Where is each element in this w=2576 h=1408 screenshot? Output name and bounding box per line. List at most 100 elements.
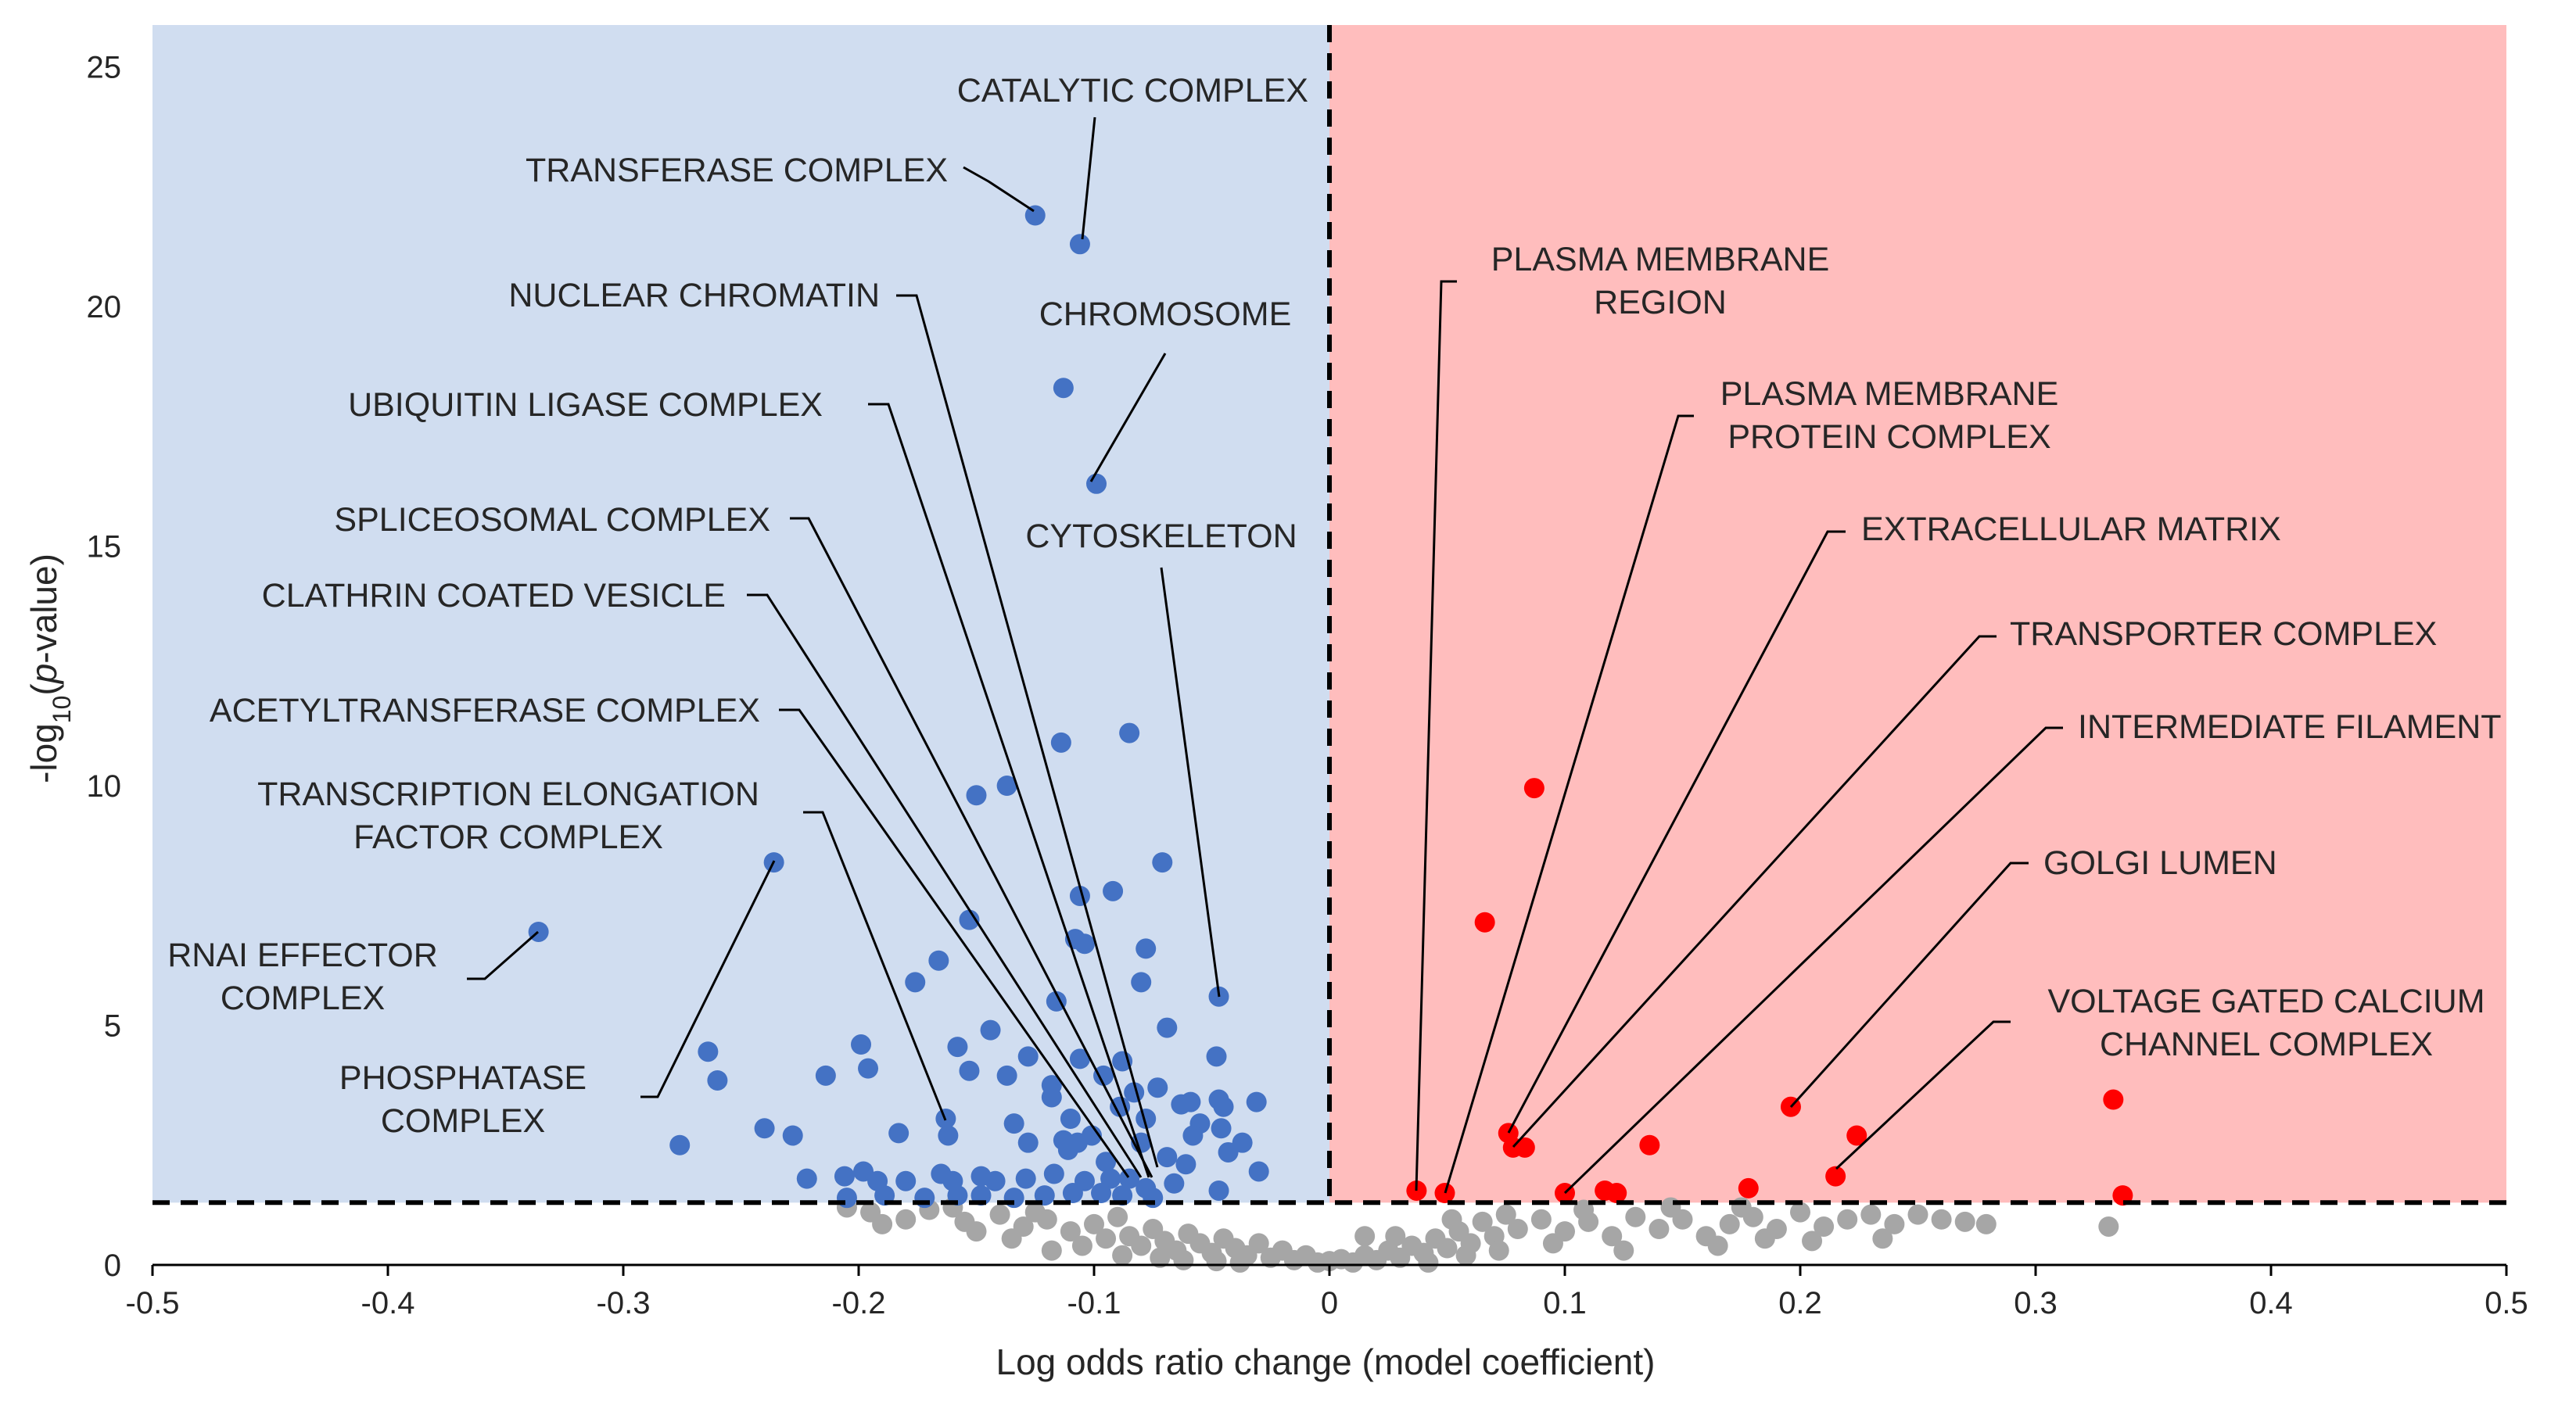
data-point (1112, 1245, 1133, 1266)
data-point (1050, 732, 1071, 753)
data-point (2098, 1216, 2119, 1237)
data-point (1119, 722, 1140, 743)
data-point (959, 909, 980, 930)
data-point (1354, 1226, 1376, 1247)
annotation: TRANSFERASE COMPLEX (526, 152, 1035, 213)
y-axis-title-subscript: 10 (48, 696, 76, 724)
data-point (1208, 1180, 1229, 1201)
annotation-label: NUCLEAR CHROMATIN (508, 277, 880, 314)
data-point (905, 972, 926, 993)
data-point (1907, 1204, 1928, 1225)
data-point (1069, 234, 1090, 255)
x-tick-label: 0.4 (2249, 1286, 2293, 1320)
data-point (1086, 473, 1107, 494)
data-point (1062, 1183, 1083, 1204)
data-point (1150, 1247, 1171, 1268)
data-point (1719, 1213, 1740, 1234)
data-point (1017, 1132, 1039, 1153)
data-point (1606, 1183, 1627, 1204)
annotation: RNAI EFFECTOR COMPLEX (167, 930, 539, 1017)
annotation-label: VOLTAGE GATED CALCIUM (2047, 983, 2485, 1020)
x-tick-label: -0.3 (597, 1286, 651, 1320)
data-point (1625, 1206, 1646, 1227)
series-enriched-significant- (1406, 778, 2133, 1206)
data-point (980, 1019, 1001, 1041)
annotation-leader-line (790, 517, 1153, 1178)
data-point (1182, 1125, 1204, 1146)
annotation: CYTOSKELETON (1025, 518, 1297, 998)
data-point (698, 1041, 719, 1062)
annotation-label-line2: FACTOR COMPLEX (353, 819, 663, 856)
annotation-leader-line (1507, 530, 1846, 1134)
data-point (959, 1060, 980, 1081)
annotation-label: TRANSPORTER COMPLEX (2010, 615, 2437, 653)
data-point (895, 1209, 917, 1230)
annotation-label: ACETYLTRANSFERASE COMPLEX (210, 692, 760, 729)
data-point (1171, 1094, 1192, 1115)
annotation-leader-line (1081, 116, 1096, 240)
data-point (669, 1134, 691, 1155)
data-point (1213, 1096, 1234, 1117)
data-point (888, 1123, 909, 1144)
y-tick-label: 20 (87, 290, 122, 324)
data-point (1542, 1233, 1563, 1254)
data-point (1639, 1134, 1660, 1155)
annotation: NUCLEAR CHROMATIN (508, 277, 1159, 1168)
annotation-label: CATALYTIC COMPLEX (957, 72, 1308, 109)
annotations: CATALYTIC COMPLEX TRANSFERASE COMPLEX NUCL… (167, 72, 2502, 1195)
data-point (1100, 1168, 1121, 1189)
annotation-label: PLASMA MEMBRANE (1491, 241, 1830, 278)
data-point (1152, 852, 1173, 873)
data-point (1069, 1048, 1090, 1069)
x-tick-label: -0.1 (1067, 1286, 1121, 1320)
annotation-label-line2: REGION (1594, 284, 1727, 321)
y-axis-title-rest: -value) (23, 554, 64, 664)
annotation-leader-line (1415, 280, 1457, 1191)
annotation-label: RNAI EFFECTOR (167, 937, 438, 974)
data-point (1131, 1235, 1152, 1256)
data-point (707, 1069, 728, 1091)
data-point (1046, 991, 1067, 1012)
data-point (989, 1204, 1010, 1225)
data-point (1024, 205, 1046, 226)
annotation: PLASMA MEMBRANE REGION (1415, 241, 1830, 1191)
x-tick-label: 0.2 (1778, 1286, 1822, 1320)
annotation-leader-line (1160, 567, 1221, 998)
annotation: PLASMA MEMBRANE PROTEIN COMPLEX (1444, 375, 2059, 1194)
annotation-label-line2: COMPLEX (381, 1102, 545, 1140)
annotation: CATALYTIC COMPLEX (957, 72, 1308, 240)
data-point (1107, 1206, 1128, 1227)
data-point (1060, 1109, 1081, 1130)
annotation-label: TRANSCRIPTION ELONGATION (257, 776, 759, 813)
annotation-label: EXTRACELLULAR MATRIX (1861, 511, 2281, 548)
data-point (1053, 378, 1074, 399)
annotation-leader-line (1835, 1020, 2011, 1170)
data-point (1814, 1216, 1835, 1237)
annotation-label: GOLGI LUMEN (2043, 844, 2277, 882)
annotation-leader-line (640, 860, 776, 1098)
annotation-label: PHOSPHATASE (339, 1059, 587, 1097)
data-point (1119, 1168, 1140, 1189)
data-point (1057, 1139, 1078, 1160)
data-point (1860, 1204, 1882, 1225)
depleted-region (152, 25, 1329, 1203)
data-point (834, 1166, 855, 1187)
data-point (1472, 1211, 1493, 1232)
annotation: GOLGI LUMEN (1789, 844, 2277, 1109)
data-point (1884, 1213, 1905, 1234)
annotation: VOLTAGE GATED CALCIUM CHANNEL COMPLEX (1835, 983, 2485, 1170)
data-point (996, 776, 1017, 796)
data-point (1507, 1219, 1528, 1240)
x-tick-label: 0.5 (2485, 1286, 2528, 1320)
data-point (1103, 880, 1124, 901)
annotation-label: SPLICEOSOMAL COMPLEX (334, 501, 770, 539)
data-point (1837, 1209, 1858, 1230)
data-point (1495, 1204, 1516, 1225)
annotation-leader-line (1789, 862, 2029, 1109)
annotation-label: PLASMA MEMBRANE (1720, 375, 2059, 413)
data-point (1530, 1209, 1552, 1230)
y-axis-title-italic: p (23, 664, 64, 686)
data-point (1931, 1209, 1952, 1230)
data-point (851, 1034, 872, 1055)
